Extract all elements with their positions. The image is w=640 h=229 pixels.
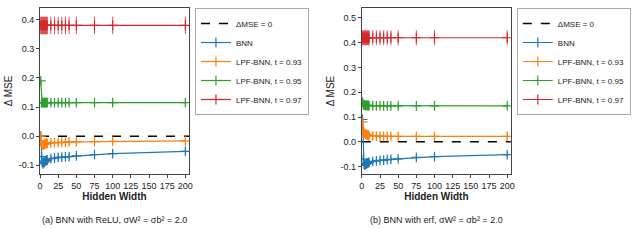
svg-text:BNN: BNN [236, 39, 253, 48]
svg-text:Δ MSE: Δ MSE [325, 75, 336, 106]
svg-text:0: 0 [37, 181, 42, 191]
svg-text:75: 75 [411, 181, 421, 191]
svg-text:0.4: 0.4 [22, 15, 35, 25]
svg-text:0.2: 0.2 [22, 73, 35, 83]
svg-text:125: 125 [445, 181, 460, 191]
svg-text:25: 25 [53, 181, 63, 191]
svg-text:50: 50 [71, 181, 81, 191]
svg-text:(b) BNN with erf, σW² = σb² =: (b) BNN with erf, σW² = σb² = 2.0 [370, 215, 503, 225]
svg-text:150: 150 [463, 181, 478, 191]
svg-text:LPF-BNN, t = 0.97: LPF-BNN, t = 0.97 [236, 96, 302, 105]
svg-text:100: 100 [427, 181, 442, 191]
svg-text:25: 25 [375, 181, 385, 191]
svg-text:0.2: 0.2 [344, 87, 357, 97]
svg-text:0.0: 0.0 [22, 131, 35, 141]
svg-text:Hidden Width: Hidden Width [404, 191, 468, 202]
svg-text:LPF-BNN, t = 0.95: LPF-BNN, t = 0.95 [236, 77, 302, 86]
svg-text:200: 200 [500, 181, 515, 191]
svg-text:-0.1: -0.1 [19, 160, 35, 170]
svg-text:175: 175 [482, 181, 497, 191]
svg-text:0: 0 [359, 181, 364, 191]
svg-text:200: 200 [178, 181, 193, 191]
svg-text:LPF-BNN, t = 0.93: LPF-BNN, t = 0.93 [558, 58, 624, 67]
svg-text:75: 75 [90, 181, 100, 191]
svg-text:0.1: 0.1 [22, 102, 35, 112]
svg-text:ΔMSE = 0: ΔMSE = 0 [236, 20, 273, 29]
svg-text:Δ MSE: Δ MSE [3, 75, 14, 106]
svg-text:150: 150 [142, 181, 157, 191]
svg-text:BNN: BNN [558, 39, 575, 48]
svg-text:175: 175 [160, 181, 175, 191]
svg-text:(a) BNN with ReLU, σW² = σb² =: (a) BNN with ReLU, σW² = σb² = 2.0 [42, 215, 187, 225]
svg-text:0.1: 0.1 [344, 112, 357, 122]
svg-text:LPF-BNN, t = 0.97: LPF-BNN, t = 0.97 [558, 96, 624, 105]
svg-text:LPF-BNN, t = 0.95: LPF-BNN, t = 0.95 [558, 77, 624, 86]
svg-text:ΔMSE = 0: ΔMSE = 0 [558, 20, 595, 29]
svg-text:50: 50 [393, 181, 403, 191]
svg-text:-0.1: -0.1 [341, 162, 357, 172]
svg-text:125: 125 [123, 181, 138, 191]
svg-text:0.5: 0.5 [344, 13, 357, 23]
svg-text:0.0: 0.0 [344, 137, 357, 147]
svg-text:0.3: 0.3 [22, 44, 35, 54]
svg-text:100: 100 [105, 181, 120, 191]
svg-text:LPF-BNN, t = 0.93: LPF-BNN, t = 0.93 [236, 58, 302, 67]
svg-text:Hidden Width: Hidden Width [82, 191, 146, 202]
svg-text:0.3: 0.3 [344, 63, 357, 73]
svg-text:0.4: 0.4 [344, 38, 357, 48]
